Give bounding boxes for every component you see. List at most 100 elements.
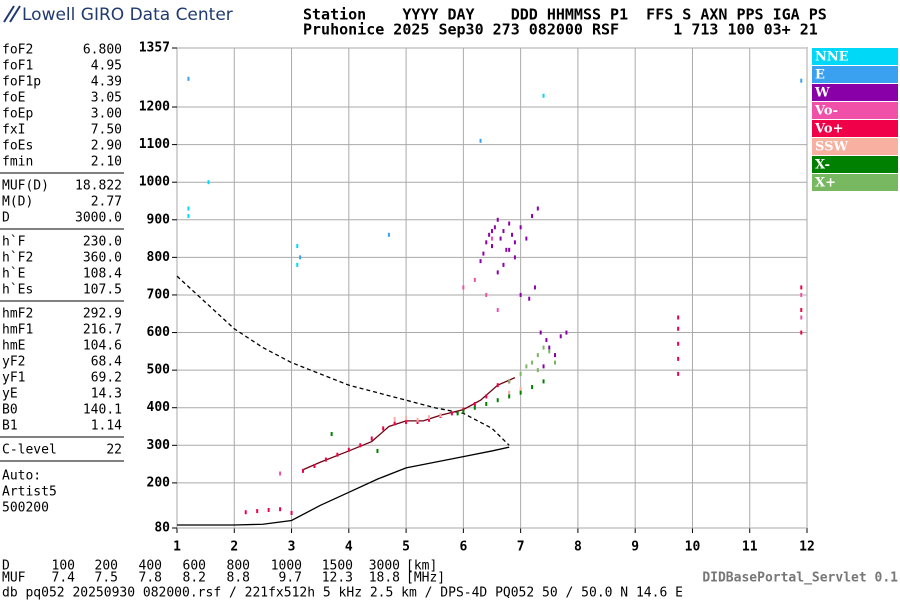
param-value: 140.1	[83, 403, 122, 418]
echo-point	[359, 443, 362, 448]
profile-line	[176, 275, 510, 446]
echo-point	[513, 255, 516, 260]
profile-line	[302, 377, 516, 471]
legend-swatch	[812, 138, 898, 155]
echo-point	[554, 360, 556, 365]
param-value: 14.3	[91, 387, 122, 402]
echo-point	[513, 240, 516, 245]
legend-label: W	[814, 86, 830, 101]
x-tick-label: 7	[517, 540, 525, 555]
echo-point	[536, 206, 539, 211]
param-value: 292.9	[83, 307, 122, 322]
param-value: 1.14	[91, 419, 122, 434]
param-label: yF2	[2, 355, 25, 370]
echo-point	[800, 292, 803, 297]
logo	[3, 5, 21, 23]
y-tick-label: 300	[147, 438, 171, 453]
echo-point	[565, 330, 568, 335]
legend-swatch	[812, 66, 898, 83]
param-value: 68.4	[91, 355, 122, 370]
echo-point	[542, 379, 545, 384]
echo-point	[677, 356, 680, 361]
muf: 12.3	[322, 571, 353, 586]
echo-point	[187, 206, 190, 211]
echo-point	[511, 232, 514, 237]
servlet: DIDBasePortal_Servlet 0.1	[702, 571, 898, 586]
echo-point	[405, 416, 408, 421]
echo-point	[536, 368, 539, 373]
echo-point	[531, 360, 534, 365]
param-label: B1	[2, 419, 18, 434]
profile-line	[177, 446, 510, 526]
echo-point	[462, 409, 465, 414]
x-tick-label: 2	[230, 540, 238, 555]
echo-point	[439, 413, 442, 418]
legend-swatch	[812, 48, 898, 65]
echo-point	[800, 330, 803, 335]
echo-point	[519, 371, 522, 376]
y-tick-label: 200	[147, 475, 171, 490]
echo-point	[393, 416, 396, 421]
echo-point	[531, 385, 534, 390]
echo-point	[519, 386, 522, 391]
param-label: h`Es	[2, 283, 33, 298]
legend-swatch	[812, 174, 898, 191]
echo-point	[450, 411, 453, 416]
param-value: 216.7	[83, 323, 122, 338]
echo-point	[279, 471, 282, 476]
y-tick-label: 800	[147, 250, 171, 265]
header-line: Pruhonice 2025 Sep30 273 082000 RSF 1 71…	[303, 21, 818, 39]
legend-label: NNE	[815, 50, 849, 65]
param-label: foF1	[2, 59, 33, 74]
y-tick-label: 80	[154, 521, 170, 536]
echo-point	[508, 390, 511, 395]
echo-point	[677, 341, 680, 346]
echo-point	[548, 349, 551, 354]
param-label: foEs	[2, 139, 33, 154]
echo-point	[496, 307, 499, 312]
muf: 8.8	[227, 571, 250, 586]
param-value: 3.00	[91, 107, 122, 122]
echo-point	[456, 411, 459, 416]
x-tick-label: 9	[631, 540, 639, 555]
echo-point	[485, 240, 488, 245]
param-label: fxI	[2, 123, 25, 138]
y-tick-label: 500	[147, 363, 171, 378]
unit: [MHz]	[406, 571, 445, 586]
legend-swatch	[812, 156, 898, 173]
distance: 800	[227, 559, 250, 574]
param-label: C-level	[2, 443, 57, 458]
param-label: foF1p	[2, 75, 41, 90]
y-tick-label: 1000	[139, 175, 170, 190]
echo-point	[267, 507, 270, 512]
distance: 1000	[271, 559, 302, 574]
distance: 3000	[369, 559, 400, 574]
echo-point	[336, 452, 339, 457]
param-value: 69.2	[91, 371, 122, 386]
x-tick-label: 6	[459, 540, 467, 555]
echo-point	[508, 221, 511, 226]
echo-point	[677, 326, 680, 331]
echo-point	[677, 315, 680, 320]
legend-label: X-	[815, 158, 830, 173]
echo-point	[519, 390, 522, 395]
legend-swatch	[812, 102, 898, 119]
echo-point	[479, 259, 482, 264]
param-label: hmE	[2, 339, 25, 354]
legend-label: Vo-	[814, 104, 838, 119]
echo-point	[405, 420, 408, 425]
x-tick-label: 5	[402, 540, 410, 555]
x-tick-label: 4	[345, 540, 353, 555]
param-label: D	[2, 211, 10, 226]
param-label: h`F	[2, 235, 26, 250]
echo-point	[491, 229, 493, 234]
auto-line: Auto:	[2, 469, 41, 484]
echo-point	[393, 421, 396, 426]
echo-point	[428, 417, 430, 422]
echo-point	[279, 507, 282, 512]
echo-point	[508, 394, 511, 399]
x-tick-label: 1	[173, 540, 181, 555]
echo-point	[187, 76, 190, 81]
auto-line: 500200	[2, 501, 49, 516]
